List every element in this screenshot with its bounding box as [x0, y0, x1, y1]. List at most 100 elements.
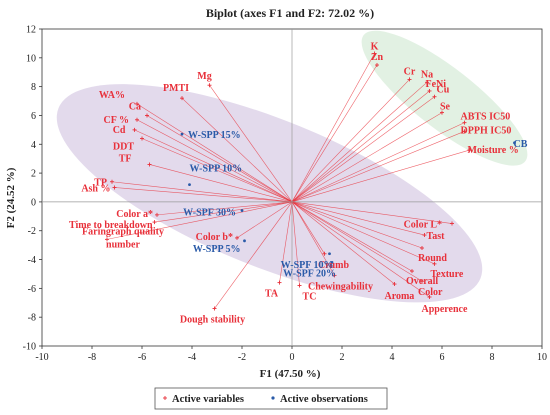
variable-label: DPPH IC50 — [461, 125, 512, 136]
variable-label: Zn — [371, 52, 384, 63]
variable-label: WA% — [99, 90, 125, 101]
variable-label: Cd — [113, 125, 126, 136]
x-axis-label: F1 (47.50 %) — [260, 368, 321, 380]
variable-vector — [209, 85, 293, 203]
variable-vector — [291, 201, 435, 265]
observation-label: W-SPF 10% — [281, 260, 334, 271]
observation-label: W-SPF 20% — [283, 268, 336, 279]
variable-vector — [291, 64, 378, 203]
variable-vector — [149, 164, 293, 203]
observation-point — [328, 252, 331, 256]
variable-vector — [291, 79, 410, 203]
variable-label: Color L* — [404, 220, 442, 231]
observation-point — [240, 209, 244, 212]
variable-vector — [291, 82, 428, 203]
variable-label: DDT — [113, 142, 134, 153]
variable-vector — [291, 201, 335, 276]
chart-title: Biplot (axes F1 and F2: 72.02 %) — [206, 6, 374, 20]
ellipse-layer — [56, 30, 528, 303]
variable-label: Ca — [129, 101, 141, 112]
y-tick-label: 6 — [31, 111, 36, 122]
variable-vector — [106, 201, 293, 240]
variable-vector — [146, 115, 293, 203]
variable-vector — [291, 53, 375, 203]
variable-vector — [236, 201, 293, 239]
variable-vector — [214, 201, 293, 309]
variable-label: Aroma — [385, 291, 415, 302]
variable-vector — [291, 90, 430, 203]
variable-vector — [156, 201, 293, 216]
variable-label: Cr — [404, 66, 416, 77]
observation-point — [330, 261, 334, 264]
legend-label-observations: Active observations — [280, 394, 368, 405]
variable-label: Overall — [406, 276, 438, 287]
variable-label: TA — [265, 289, 279, 300]
observation-label: W-SPF 30% — [183, 208, 236, 219]
x-tick-label: -6 — [138, 352, 146, 363]
observation-label: CB — [514, 139, 528, 150]
variable-label: Time to breakdown — [69, 220, 153, 231]
variable-label: K — [371, 41, 379, 52]
observation-point — [513, 141, 516, 145]
variable-label: Na — [421, 69, 433, 80]
variable-vector — [279, 201, 293, 283]
x-tick-label: 8 — [490, 352, 495, 363]
variable-label: Round — [418, 253, 447, 264]
variable-vector — [291, 201, 453, 224]
variable-vector — [134, 129, 293, 203]
x-tick-label: -2 — [238, 352, 246, 363]
variable-vector — [111, 181, 293, 203]
variable-vector — [291, 131, 465, 203]
observation-label: W-SPP 10% — [190, 164, 243, 175]
y-tick-label: -4 — [28, 255, 36, 266]
legend-label-variables: Active variables — [172, 394, 244, 405]
variable-vector — [291, 201, 423, 249]
y-tick-label: -6 — [28, 284, 36, 295]
variable-vector — [291, 201, 300, 286]
y-tick-label: -10 — [23, 342, 36, 353]
variable-label: TF — [119, 153, 132, 164]
variable-vector — [291, 201, 413, 272]
variable-label: Texture — [431, 269, 464, 280]
variable-label: CF % — [104, 115, 129, 126]
variable-vector — [291, 122, 465, 203]
variable-label: Mg — [197, 71, 211, 82]
x-tick-label: -8 — [88, 352, 96, 363]
variable-label: Moisture % — [468, 145, 519, 156]
variable-label: TC — [303, 291, 317, 302]
variable-label: Dough stability — [180, 315, 245, 326]
variable-label: Color b* — [196, 232, 233, 243]
observation-point — [188, 183, 191, 187]
variable-label: Chewingability — [308, 281, 373, 292]
y-tick-label: 12 — [26, 25, 36, 36]
variable-vector — [136, 103, 293, 203]
y-tick-label: 4 — [31, 140, 36, 151]
variable-label: Color a* — [116, 209, 153, 220]
y-tick-label: 2 — [31, 169, 36, 180]
x-tick-label: 0 — [290, 352, 295, 363]
axes: -10 -8 -6 -4 -2 0 2 4 6 8 10 -10 -8 -6 -4 -2 0 2 4 6 8 10 12 — [23, 25, 547, 364]
variable-vectors — [106, 53, 470, 309]
variable-label-line: number — [106, 239, 140, 250]
observation-point — [243, 239, 246, 243]
variable-label-line: Faringraph quality — [82, 226, 164, 237]
y-tick-label: 10 — [26, 53, 36, 64]
x-tick-label: 2 — [340, 352, 345, 363]
variable-vector — [291, 201, 325, 254]
variable-vector — [291, 201, 423, 282]
variable-label: PMTI — [163, 83, 189, 94]
variable-label: Ash % — [81, 184, 110, 195]
variable-vector — [136, 119, 293, 203]
variable-label: Se — [440, 102, 451, 113]
purple-ellipse — [56, 84, 483, 303]
y-tick-label: -8 — [28, 313, 36, 324]
variable-vector — [291, 96, 435, 203]
variable-vector — [291, 149, 470, 203]
variable-vector — [291, 201, 425, 236]
observation-label: W-SPP 5% — [193, 244, 241, 255]
x-tick-label: -4 — [188, 352, 196, 363]
variable-vector — [114, 187, 293, 203]
variable-vector — [141, 138, 293, 203]
